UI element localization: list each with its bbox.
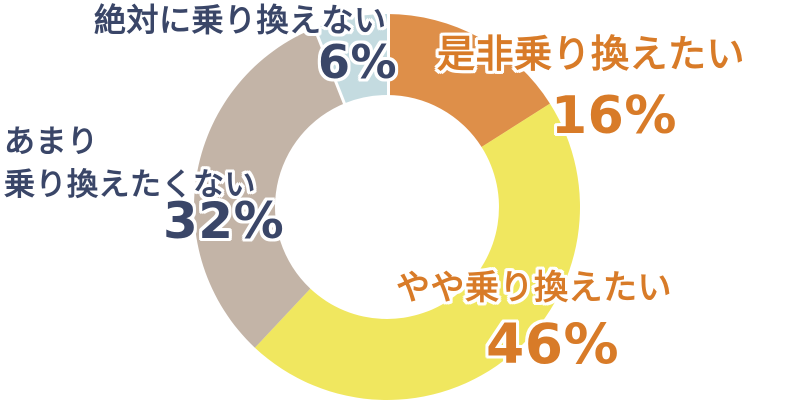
donut-slice-2: [193, 27, 346, 348]
value-never-switch: 6%: [318, 35, 398, 89]
label-definitely-switch: 是非乗り換えたい: [437, 32, 746, 76]
value-rather-not-switch: 32%: [163, 192, 285, 250]
value-somewhat-switch: 46%: [486, 312, 620, 376]
label-never-switch: 絶対に乗り換えない: [94, 1, 387, 39]
donut-slice-1: [254, 103, 581, 401]
value-definitely-switch: 16%: [551, 86, 677, 146]
label-somewhat-switch: やや乗り換えたい: [396, 268, 672, 308]
label-rather-not-switch: あまり 乗り換えたくない: [4, 124, 256, 203]
donut-slice-3: [312, 10, 390, 107]
donut-slice-0: [387, 14, 550, 147]
